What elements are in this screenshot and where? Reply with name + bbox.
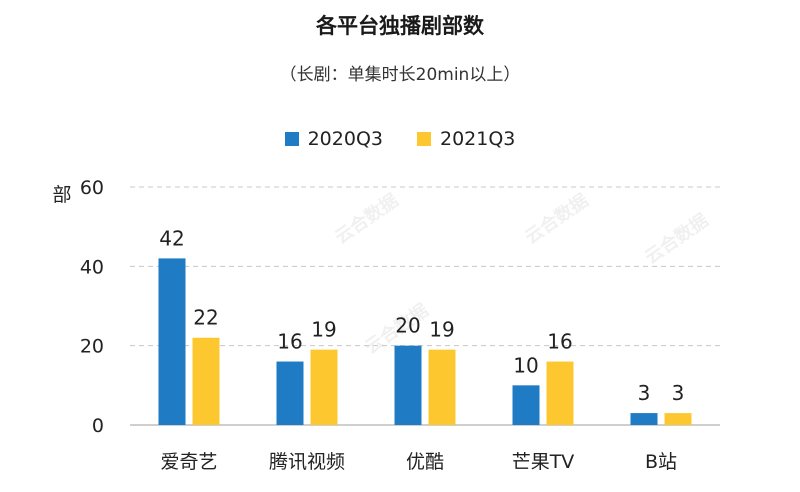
x-tick-label: B站 — [645, 451, 677, 473]
x-tick-label: 腾讯视频 — [269, 451, 345, 473]
bar-2020q3-4 — [630, 413, 658, 425]
data-label: 20 — [395, 314, 420, 338]
x-tick-label: 爱奇艺 — [160, 451, 217, 473]
bar-2020q3-0 — [158, 258, 186, 425]
y-tick-label: 60 — [80, 177, 104, 199]
legend-label-2020q3: 2020Q3 — [307, 128, 383, 150]
bar-2020q3-2 — [394, 345, 422, 425]
legend: 2020Q3 2021Q3 — [0, 128, 800, 150]
legend-item-2020q3: 2020Q3 — [284, 128, 383, 150]
bar-2021q3-3 — [546, 361, 574, 425]
data-label: 19 — [311, 318, 336, 342]
legend-label-2021q3: 2021Q3 — [440, 128, 516, 150]
data-label: 19 — [429, 318, 454, 342]
y-tick-label: 40 — [80, 256, 104, 278]
bar-2020q3-3 — [512, 385, 540, 425]
bar-2021q3-4 — [664, 413, 692, 425]
y-tick-label: 0 — [92, 415, 104, 437]
data-label: 16 — [547, 330, 572, 354]
data-label: 3 — [638, 381, 651, 405]
x-tick-label: 芒果TV — [512, 451, 575, 473]
legend-swatch-2021q3 — [417, 132, 431, 146]
bar-2021q3-1 — [310, 349, 338, 425]
bar-2020q3-1 — [276, 361, 304, 425]
data-label: 22 — [193, 306, 218, 330]
bar-2021q3-2 — [428, 349, 456, 425]
chart-title: 各平台独播剧部数 — [316, 14, 484, 38]
data-label: 10 — [513, 353, 538, 377]
data-label: 42 — [159, 226, 184, 250]
legend-swatch-2020q3 — [284, 132, 299, 146]
data-label: 3 — [672, 381, 685, 405]
data-label: 16 — [277, 330, 302, 354]
x-tick-label: 优酷 — [406, 451, 444, 473]
chart-subtitle: （长剧：单集时长20min以上） — [279, 65, 521, 85]
y-axis-label: 部 — [52, 184, 71, 206]
legend-item-2021q3: 2021Q3 — [417, 128, 515, 150]
y-tick-label: 20 — [80, 336, 104, 358]
bar-2021q3-0 — [192, 337, 220, 425]
